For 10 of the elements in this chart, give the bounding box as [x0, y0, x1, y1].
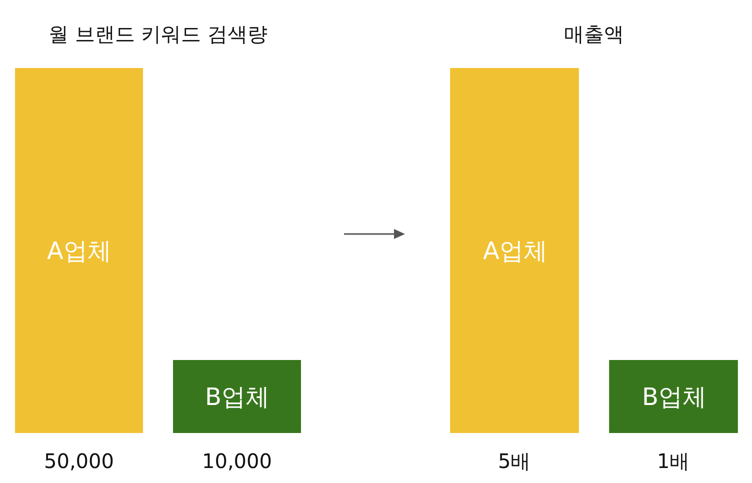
data-label: 50,000 [44, 449, 114, 473]
data-label: 1배 [657, 449, 690, 473]
chart-title: 매출액 [564, 22, 624, 46]
data-label: 5배 [498, 449, 531, 473]
data-label: 10,000 [202, 449, 272, 473]
x-tick-label: A업체 [483, 237, 548, 265]
x-tick-label: B업체 [642, 383, 706, 411]
x-tick-label: B업체 [205, 383, 270, 411]
chart-title: 월 브랜드 키워드 검색량 [48, 22, 268, 46]
x-tick-label: A업체 [47, 237, 112, 265]
